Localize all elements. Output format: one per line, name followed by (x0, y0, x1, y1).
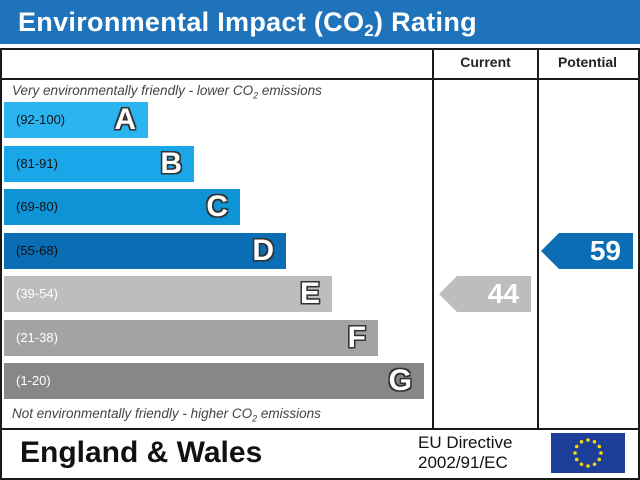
divider-potential (537, 48, 539, 430)
band-a-range: (92-100) (16, 112, 66, 127)
band-d-range: (55-68) (16, 242, 58, 258)
header-underline (0, 78, 640, 80)
top-note: Very environmentally friendly - lower CO… (12, 83, 322, 101)
eu-flag-icon (551, 433, 625, 473)
band-b-range: (81-91) (16, 155, 58, 171)
eu-star (597, 457, 602, 462)
eu-stars-icon (573, 438, 603, 468)
eu-star (574, 444, 579, 449)
bottom-note: Not environmentally friendly - higher CO… (12, 406, 321, 424)
potential-rating-arrow: 59 (541, 232, 633, 269)
band-g: (1-20) G (4, 363, 424, 399)
band-c: (69-80) C (4, 189, 240, 225)
eu-star (579, 439, 584, 444)
potential-rating-value: 59 (589, 234, 621, 266)
rating-frame (0, 48, 640, 480)
chart-title: Environmental Impact (CO2) Rating (18, 7, 477, 40)
eu-star (597, 444, 602, 449)
eu-star (592, 439, 597, 444)
potential-arrow-shape (541, 232, 633, 269)
current-rating-value: 44 (487, 278, 519, 309)
current-arrow-shape (439, 276, 531, 312)
band-d-letter: D (252, 233, 274, 267)
divider-current (432, 48, 434, 430)
band-b: (81-91) B (4, 145, 194, 182)
band-f-letter: F (347, 320, 366, 354)
band-d: (55-68) D (4, 232, 286, 269)
band-b-letter: B (160, 146, 182, 180)
current-rating-arrow: 44 (439, 276, 531, 312)
column-header-current: Current (460, 54, 511, 70)
eu-star (573, 451, 577, 455)
eu-directive: EU Directive 2002/91/EC (418, 433, 512, 473)
eu-star (579, 462, 584, 467)
band-a: (92-100) A (4, 102, 148, 138)
title-bar: Environmental Impact (CO2) Rating (0, 0, 640, 44)
band-g-letter: G (388, 364, 412, 397)
eu-star (599, 451, 603, 455)
band-a-letter: A (114, 103, 136, 136)
footer-divider (0, 428, 640, 430)
band-e-range: (39-54) (16, 286, 58, 301)
eu-star (592, 462, 597, 467)
eu-directive-line1: EU Directive (418, 433, 513, 452)
band-c-range: (69-80) (16, 199, 58, 214)
eu-directive-line2: 2002/91/EC (418, 453, 508, 472)
column-header-potential: Potential (557, 54, 618, 70)
band-g-range: (1-20) (16, 373, 51, 388)
band-e-letter: E (299, 277, 320, 310)
region-label: England & Wales (20, 436, 263, 469)
band-f: (21-38) F (4, 319, 378, 356)
band-f-range: (21-38) (16, 329, 58, 345)
eu-star (586, 464, 590, 468)
eu-star (574, 457, 579, 462)
band-e: (39-54) E (4, 276, 332, 312)
band-c-letter: C (206, 190, 228, 223)
eu-star (586, 438, 590, 442)
